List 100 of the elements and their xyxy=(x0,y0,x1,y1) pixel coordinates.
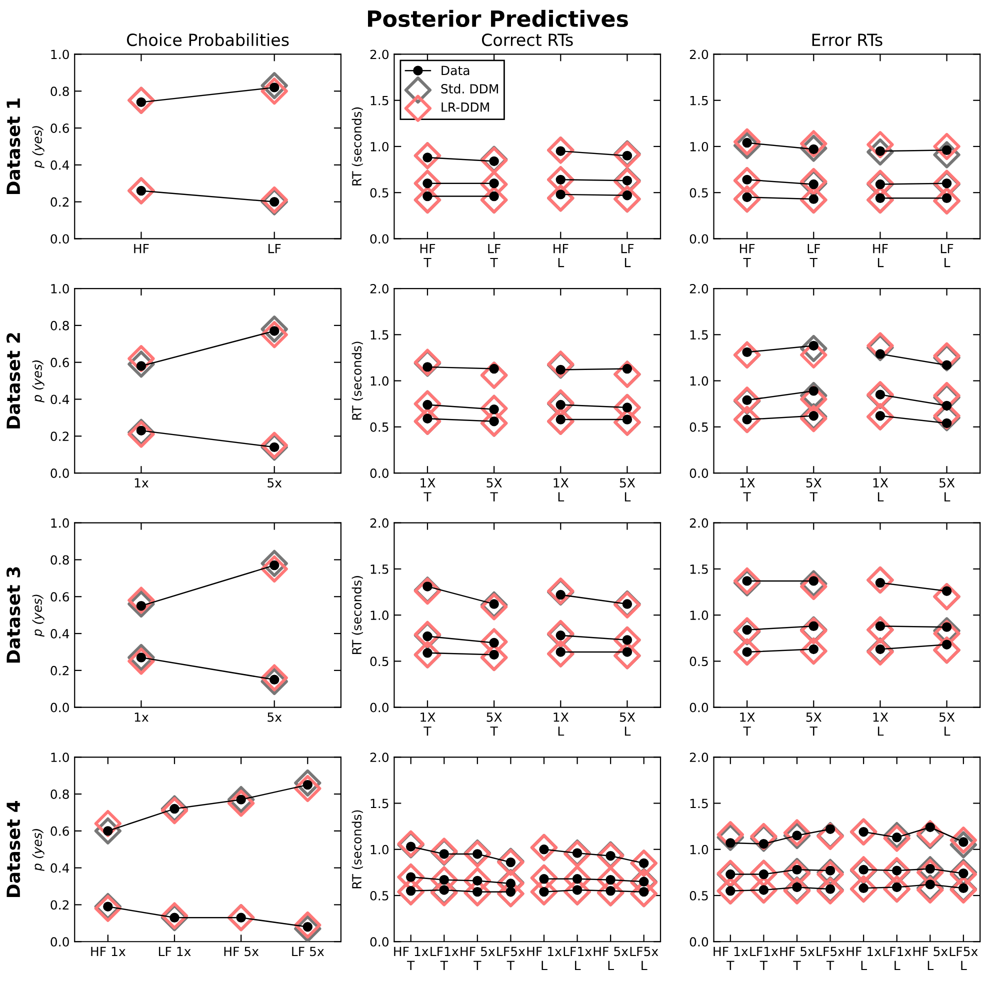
y-tick-label: 2.0 xyxy=(690,50,708,60)
y-tick-label: 0.5 xyxy=(690,188,708,198)
y-tick-label: 0.4 xyxy=(50,863,70,873)
y-tick-label: 1.5 xyxy=(370,798,388,808)
y-tick-label: 2.0 xyxy=(370,284,389,294)
y-tick-label: 2.0 xyxy=(690,518,708,528)
y-tick-label: 0.5 xyxy=(690,890,708,900)
text: Posterior Predictives xyxy=(368,10,628,28)
legend-label: Data xyxy=(442,66,470,76)
y-tick-label: 0.2 xyxy=(50,432,69,442)
y-tick-label: 0.6 xyxy=(50,826,69,836)
y-tick-label: 0.0 xyxy=(370,234,389,244)
y-tick-label: 0.4 xyxy=(50,629,70,638)
x-tick-label: LF T xyxy=(488,244,500,268)
y-tick-label: 0.2 xyxy=(50,666,69,676)
x-tick-label: 1X L xyxy=(873,712,888,736)
x-tick-label: HF 1x xyxy=(91,946,126,956)
y-tick-label: 0.6 xyxy=(50,592,69,602)
y-tick-label: 0.5 xyxy=(690,422,708,432)
y-tick-label: 1.0 xyxy=(690,610,708,620)
y-tick-label: 0.0 xyxy=(370,937,389,947)
x-tick-label: HF 1x T xyxy=(394,946,428,970)
x-tick-label: 5X T xyxy=(806,712,822,736)
y-tick-label: 0.0 xyxy=(690,702,708,712)
y-tick-label: 1.5 xyxy=(370,96,388,106)
x-tick-label: 1X T xyxy=(420,478,436,502)
y-tick-label: 0.0 xyxy=(50,234,69,244)
x-tick-label: 5x xyxy=(268,712,282,722)
y-tick-label: 2.0 xyxy=(690,752,708,762)
x-tick-label: LF T xyxy=(808,244,820,268)
y-axis-title: p (yes) xyxy=(32,594,44,637)
x-tick-label: 5X L xyxy=(939,712,955,736)
x-tick-label: LF5x T xyxy=(497,946,526,970)
x-tick-label: LF5x T xyxy=(816,946,845,970)
y-tick-label: 0.5 xyxy=(690,656,708,666)
y-tick-label: 0.8 xyxy=(50,320,69,330)
y-tick-label: 1.0 xyxy=(370,610,389,620)
text: Dataset 2 xyxy=(6,333,20,428)
x-tick-label: 1X T xyxy=(740,712,755,736)
x-tick-label: 1x xyxy=(134,478,148,488)
x-tick-label: 1X T xyxy=(740,478,755,502)
y-tick-label: 0.5 xyxy=(370,422,388,432)
chart-title: Choice Probabilities xyxy=(126,33,289,46)
y-tick-label: 1.5 xyxy=(370,330,388,340)
y-tick-label: 1.0 xyxy=(370,376,389,386)
y-axis-title: RT (seconds) xyxy=(352,810,363,888)
x-tick-label: 1X L xyxy=(873,478,888,502)
y-axis-title: RT (seconds) xyxy=(352,107,363,186)
y-tick-label: 1.5 xyxy=(690,330,708,340)
y-axis-title: p (yes) xyxy=(32,360,44,402)
y-tick-label: 1.0 xyxy=(690,844,708,854)
y-tick-label: 0.2 xyxy=(50,900,69,910)
y-tick-label: 0.0 xyxy=(690,468,708,478)
x-tick-label: 5X L xyxy=(939,478,955,502)
y-tick-label: 0.0 xyxy=(690,937,708,947)
y-tick-label: 1.0 xyxy=(51,284,69,294)
y-tick-label: 0.0 xyxy=(50,937,69,947)
y-tick-label: 0.2 xyxy=(50,197,69,207)
y-tick-label: 1.0 xyxy=(690,376,708,386)
x-tick-label: 1X T xyxy=(420,712,436,736)
chart-title: Correct RTs xyxy=(482,34,573,46)
y-tick-label: 0.0 xyxy=(50,468,69,478)
y-axis-title: RT (seconds) xyxy=(352,342,363,420)
y-tick-label: 0.6 xyxy=(50,358,69,368)
x-tick-label: LF xyxy=(268,244,281,254)
y-axis-title: RT (seconds) xyxy=(352,576,363,654)
y-tick-label: 0.5 xyxy=(370,656,388,666)
y-tick-label: 2.0 xyxy=(370,50,389,60)
y-tick-label: 1.5 xyxy=(690,96,708,106)
x-tick-label: 5X T xyxy=(806,478,822,502)
x-tick-label: LF1x L xyxy=(883,946,912,970)
y-tick-label: 1.0 xyxy=(370,844,389,854)
y-tick-label: 1.5 xyxy=(690,798,708,808)
legend-label: LR-DDM xyxy=(442,102,489,112)
x-tick-label: HF 5x xyxy=(224,946,259,956)
x-tick-label: LF5x L xyxy=(950,946,978,970)
y-tick-label: 1.5 xyxy=(370,564,388,574)
x-tick-label: 5x xyxy=(268,478,282,488)
x-tick-label: 5X T xyxy=(486,478,502,502)
y-tick-label: 1.0 xyxy=(370,142,389,152)
x-tick-label: LF1x L xyxy=(564,946,592,970)
y-tick-label: 0.5 xyxy=(370,890,388,900)
x-tick-label: HF 5x L xyxy=(594,946,628,970)
y-tick-label: 1.0 xyxy=(51,50,69,60)
x-tick-label: HF 5x T xyxy=(460,946,495,970)
legend-label: Std. DDM xyxy=(441,84,498,94)
y-tick-label: 0.8 xyxy=(50,555,69,565)
x-tick-label: LF 1x xyxy=(158,946,191,956)
x-tick-label: LF1x T xyxy=(430,946,458,970)
y-tick-label: 1.0 xyxy=(51,518,69,528)
x-tick-label: HF 1x T xyxy=(714,946,748,970)
x-tick-label: LF5x L xyxy=(630,946,658,970)
y-tick-label: 0.4 xyxy=(50,160,70,170)
y-tick-label: 0.8 xyxy=(50,790,69,799)
text: Dataset 3 xyxy=(6,567,20,663)
x-tick-label: LF L xyxy=(621,244,634,268)
y-tick-label: 0.0 xyxy=(370,702,389,712)
x-tick-label: LF L xyxy=(940,244,954,268)
y-tick-label: 0.0 xyxy=(50,702,69,712)
x-tick-label: 1X L xyxy=(554,478,569,502)
